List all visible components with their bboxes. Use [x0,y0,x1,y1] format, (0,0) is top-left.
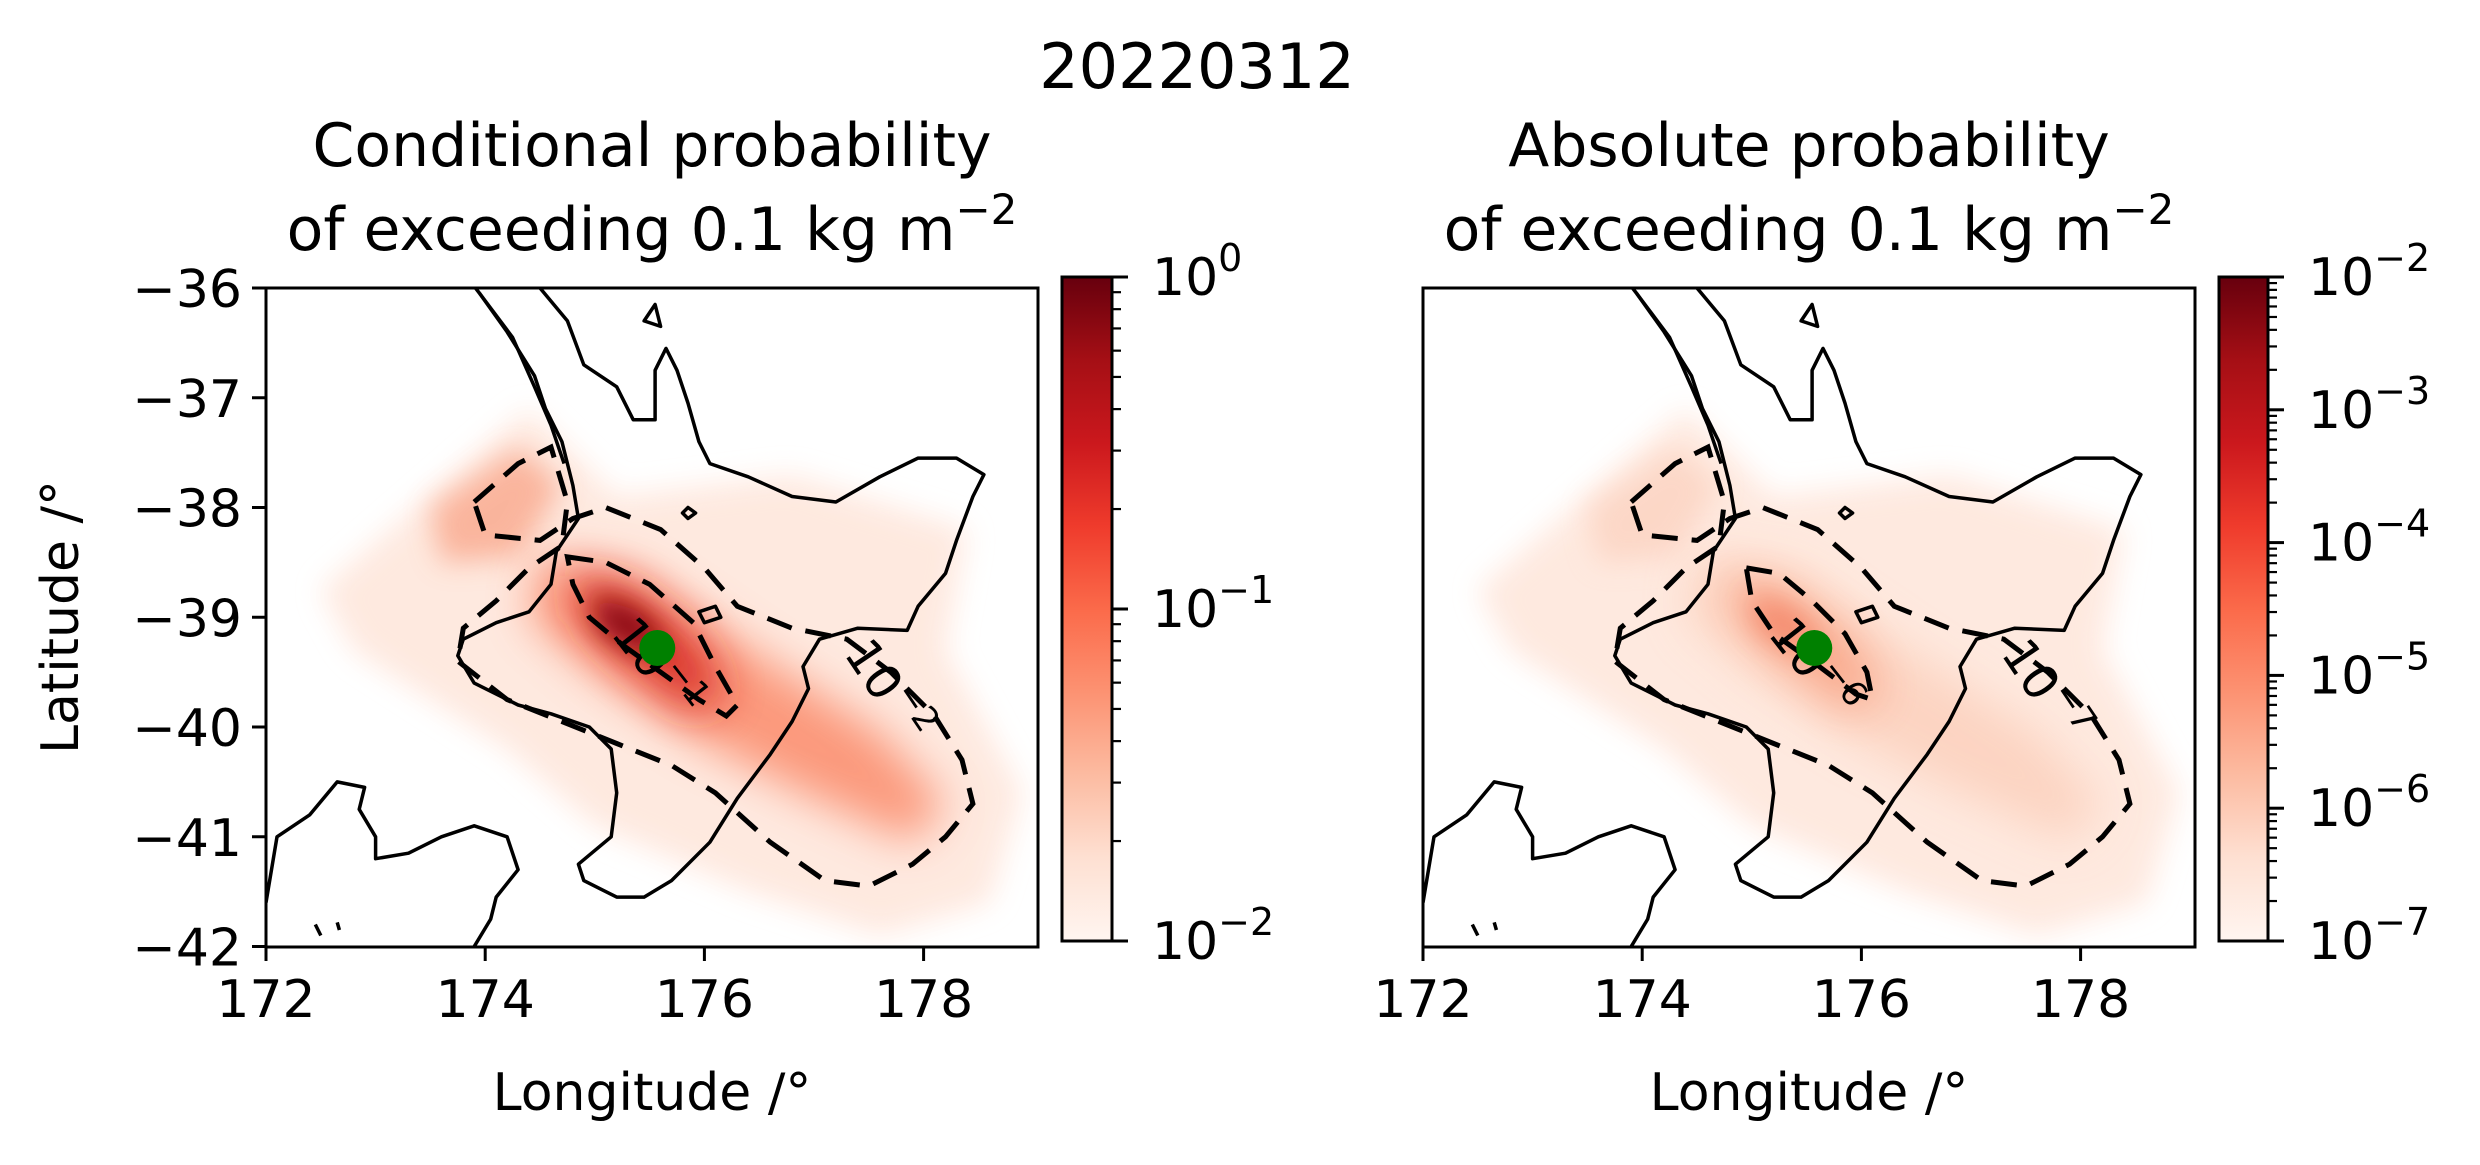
coastline-west-harbour [478,292,566,465]
left-y-axis-label: Latitude /° [31,480,91,754]
colorbar-tick-exp: −5 [2374,634,2430,678]
coastline-island [697,604,723,625]
colorbar-tick-base: 10 [1152,580,1218,640]
y-tick-label: −39 [132,589,242,649]
colorbar-tick-exp: −1 [1218,568,1274,612]
left-title-line2-text: of exceeding 0.1 kg m [287,195,956,265]
coastline-island [642,302,663,329]
coastline-island [335,921,342,931]
right-colorbar-ticks: 10−210−310−410−510−610−7 [2268,236,2430,972]
left-vent-marker [639,629,676,666]
colorbar-tick-exp: −7 [2374,900,2430,944]
x-tick-label: 174 [1593,970,1692,1030]
y-tick-label: −40 [132,699,242,759]
left-title-line1: Conditional probability [313,111,992,181]
coastline-north-island [1613,288,2143,899]
y-tick-label: −42 [132,919,242,979]
colorbar-tick-label: 10−2 [1152,900,1274,972]
left-map-area: 10−110−2 [266,288,1038,947]
colorbar-tick-label: 10−1 [1152,568,1274,640]
contour-line-outer [1612,443,2133,889]
vent-marker-dot [639,629,676,666]
coastline-island [1837,505,1855,521]
coastline-island [1470,923,1480,937]
right-title-line2-text: of exceeding 0.1 kg m [1444,195,2113,265]
right-title-line1: Absolute probability [1508,111,2109,181]
x-tick-label: 178 [2031,970,2130,1030]
y-tick-label: −38 [132,480,242,540]
colorbar-tick-label: 10−4 [2308,502,2430,574]
right-title-line2: of exceeding 0.1 kg m−2 [1444,185,2175,265]
colorbar-tick-exp: −2 [2374,236,2430,280]
left-heatmap [320,408,1023,936]
x-tick-label: 172 [1373,970,1472,1030]
colorbar-tick-label: 100 [1152,236,1242,308]
colorbar-tick-base: 10 [2308,646,2374,706]
contour-line-outer [455,443,976,889]
y-tick-label: −41 [132,809,242,869]
y-tick-label: −36 [132,260,242,320]
vent-marker-dot [1796,629,1833,666]
colorbar-tick-label: 10−7 [2308,900,2430,972]
left-title-line2: of exceeding 0.1 kg m−2 [287,185,1018,265]
left-y-ticks: −36 −37 −38 −39 −40 −41 −42 [132,260,266,979]
coastline-south-island [266,780,520,947]
colorbar-tick-base: 10 [2308,912,2374,972]
heatmap-cell-nw-lobe [1587,447,1719,563]
colorbar-tick-exp: −3 [2374,369,2430,413]
coastline-island [680,505,698,521]
contour-line-inner [564,553,741,720]
x-tick-label: 178 [874,970,973,1030]
figure-suptitle: 20220312 [1039,30,1355,103]
coastline-north-island [456,288,986,899]
left-coastline [266,288,986,947]
heatmap-cell-nw-lobe [430,447,562,563]
colorbar-tick-exp: 0 [1218,236,1242,280]
colorbar-tick-label: 10−3 [2308,369,2430,441]
colorbar-tick-label: 10−2 [2308,236,2430,308]
colorbar-tick-base: 10 [2308,381,2374,441]
right-colorbar [2217,275,2270,943]
colorbar-tick-exp: −6 [2374,767,2430,811]
left-x-axis-label: Longitude /° [493,1063,812,1123]
right-x-axis-label: Longitude /° [1650,1063,1969,1123]
left-title-line2-exponent: −2 [955,185,1017,234]
right-title-line2-exponent: −2 [2112,185,2174,234]
colorbar-tick-base: 10 [2308,514,2374,574]
y-tick-label: −37 [132,370,242,430]
right-map-area: 10−610−7 [1423,288,2195,947]
right-vent-marker [1796,629,1833,666]
x-tick-label: 176 [655,970,754,1030]
right-axes-frame [1421,286,2197,949]
x-tick-label: 174 [436,970,535,1030]
coastline-island [1492,921,1499,931]
x-tick-label: 172 [216,970,315,1030]
colorbar-tick-exp: −4 [2374,502,2430,546]
colorbar-tick-base: 10 [2308,248,2374,308]
right-coastline [1423,288,2143,947]
colorbar-tick-label: 10−6 [2308,767,2430,839]
right-panel: Absolute probability of exceeding 0.1 kg… [1373,111,2430,1123]
colorbar-tick-base: 10 [1152,912,1218,972]
left-panel: Conditional probability of exceeding 0.1… [31,111,1274,1123]
x-tick-label: 176 [1812,970,1911,1030]
colorbar-tick-label: 10−5 [2308,634,2430,706]
colorbar-tick-base: 10 [2308,779,2374,839]
left-x-ticks: 172 174 176 178 [216,947,973,1030]
coastline-west-harbour [1635,292,1723,465]
coastline-south-island [1423,780,1677,947]
contour-line-inner [1743,564,1876,704]
right-x-ticks: 172 174 176 178 [1373,947,2130,1030]
coastline-island [1854,604,1880,625]
left-colorbar [1060,275,1114,943]
coastline-island [1799,302,1820,329]
coastline-island [313,923,323,937]
colorbar-tick-base: 10 [1152,248,1218,308]
colorbar-tick-exp: −2 [1218,900,1274,944]
